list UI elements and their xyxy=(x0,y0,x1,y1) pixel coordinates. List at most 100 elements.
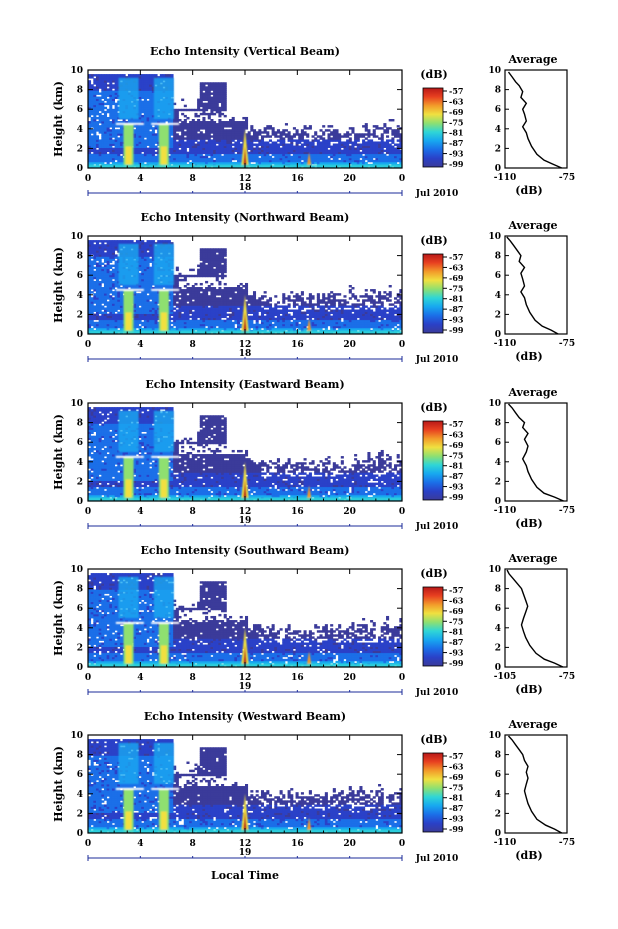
echo-cell xyxy=(151,116,155,120)
echo-cell xyxy=(170,151,174,155)
echo-cell xyxy=(93,293,97,296)
echo-cell xyxy=(194,123,198,126)
echo-cell xyxy=(197,159,201,163)
echo-cell xyxy=(106,141,110,144)
echo-cell xyxy=(88,157,92,161)
echo-cell xyxy=(149,96,153,99)
y-tick-label: 4 xyxy=(77,125,83,135)
echo-cell xyxy=(95,78,100,81)
echo-cell xyxy=(149,147,153,151)
echo-cell xyxy=(170,125,174,128)
echo-cell xyxy=(178,295,182,298)
echo-cell xyxy=(327,133,331,136)
echo-cell xyxy=(189,157,193,161)
echo-cell xyxy=(247,131,251,134)
echo-cell xyxy=(170,155,174,159)
echo-cell xyxy=(141,106,145,110)
echo-cell xyxy=(178,278,182,282)
echo-cell xyxy=(151,141,155,144)
echo-cell xyxy=(178,127,182,130)
echo-cell xyxy=(186,137,190,140)
echo-cell xyxy=(197,149,201,153)
echo-cell xyxy=(98,151,102,155)
echo-cell xyxy=(170,139,174,142)
echo-cell xyxy=(215,84,219,87)
echo-cell xyxy=(98,240,102,243)
echo-cell xyxy=(149,240,153,243)
echo-cell xyxy=(332,143,336,146)
echo-cell xyxy=(141,153,145,157)
echo-cell xyxy=(183,151,187,155)
echo-cell xyxy=(90,139,94,142)
echo-cell xyxy=(143,102,147,106)
echo-cell xyxy=(141,131,145,134)
echo-cell xyxy=(119,159,123,163)
echo-cell xyxy=(268,125,273,128)
echo-cell xyxy=(167,159,171,163)
echo-cell xyxy=(223,159,227,163)
echo-cell xyxy=(141,155,145,159)
echo-cell xyxy=(101,137,105,140)
average-x-tick-label: -110 xyxy=(494,173,517,183)
echo-cell xyxy=(109,151,113,155)
echo-cell xyxy=(183,125,187,128)
echo-cell xyxy=(130,76,134,79)
echo-cell xyxy=(391,129,395,132)
echo-cell xyxy=(191,161,195,165)
echo-cell xyxy=(191,145,195,148)
echo-cell xyxy=(386,139,390,142)
echo-cell xyxy=(93,153,97,157)
echo-cell xyxy=(149,141,153,144)
echo-cell xyxy=(207,112,211,116)
echo-cell xyxy=(95,90,100,93)
echo-cell xyxy=(186,141,190,144)
echo-cell xyxy=(189,268,193,272)
echo-cell xyxy=(229,151,233,155)
echo-cell xyxy=(183,153,187,157)
echo-cell xyxy=(143,131,147,134)
echo-cell xyxy=(308,125,312,128)
echo-cell xyxy=(197,153,201,157)
echo-cell xyxy=(135,149,139,153)
echo-cell xyxy=(167,133,171,136)
echo-cell xyxy=(157,147,161,151)
echo-cell xyxy=(151,153,155,157)
echo-cell xyxy=(197,143,201,146)
echo-cell xyxy=(90,153,94,157)
echo-cell xyxy=(114,108,118,112)
echo-cell xyxy=(95,129,100,132)
echo-cell xyxy=(213,106,217,110)
echo-cell xyxy=(218,133,222,136)
echo-cell xyxy=(167,143,171,146)
echo-cell xyxy=(162,119,166,122)
echo-cell xyxy=(197,157,201,161)
echo-cell xyxy=(154,74,158,77)
echo-cell xyxy=(146,84,150,87)
echo-cell xyxy=(213,153,217,157)
echo-cell xyxy=(189,151,193,155)
echo-cell xyxy=(122,121,126,124)
echo-cell xyxy=(234,145,238,148)
echo-cell xyxy=(276,139,280,142)
echo-cell xyxy=(101,121,105,124)
echo-cell xyxy=(364,133,368,136)
echo-cell xyxy=(183,108,187,112)
echo-cell xyxy=(218,147,222,151)
echo-cell xyxy=(234,127,238,130)
echo-cell xyxy=(103,153,108,157)
echo-cell xyxy=(191,151,195,155)
echo-cell xyxy=(151,119,155,122)
echo-cell xyxy=(141,161,145,165)
echo-cell xyxy=(199,104,203,108)
echo-cell xyxy=(135,131,139,134)
echo-cell xyxy=(98,159,102,163)
echo-cell xyxy=(138,92,142,95)
echo-cell xyxy=(181,98,185,102)
echo-cell xyxy=(143,78,147,81)
echo-cell xyxy=(202,133,206,136)
echo-cell xyxy=(143,242,147,245)
echo-cell xyxy=(191,123,195,126)
echo-cell xyxy=(197,319,201,323)
echo-cell xyxy=(127,76,131,79)
echo-cell xyxy=(215,145,219,148)
